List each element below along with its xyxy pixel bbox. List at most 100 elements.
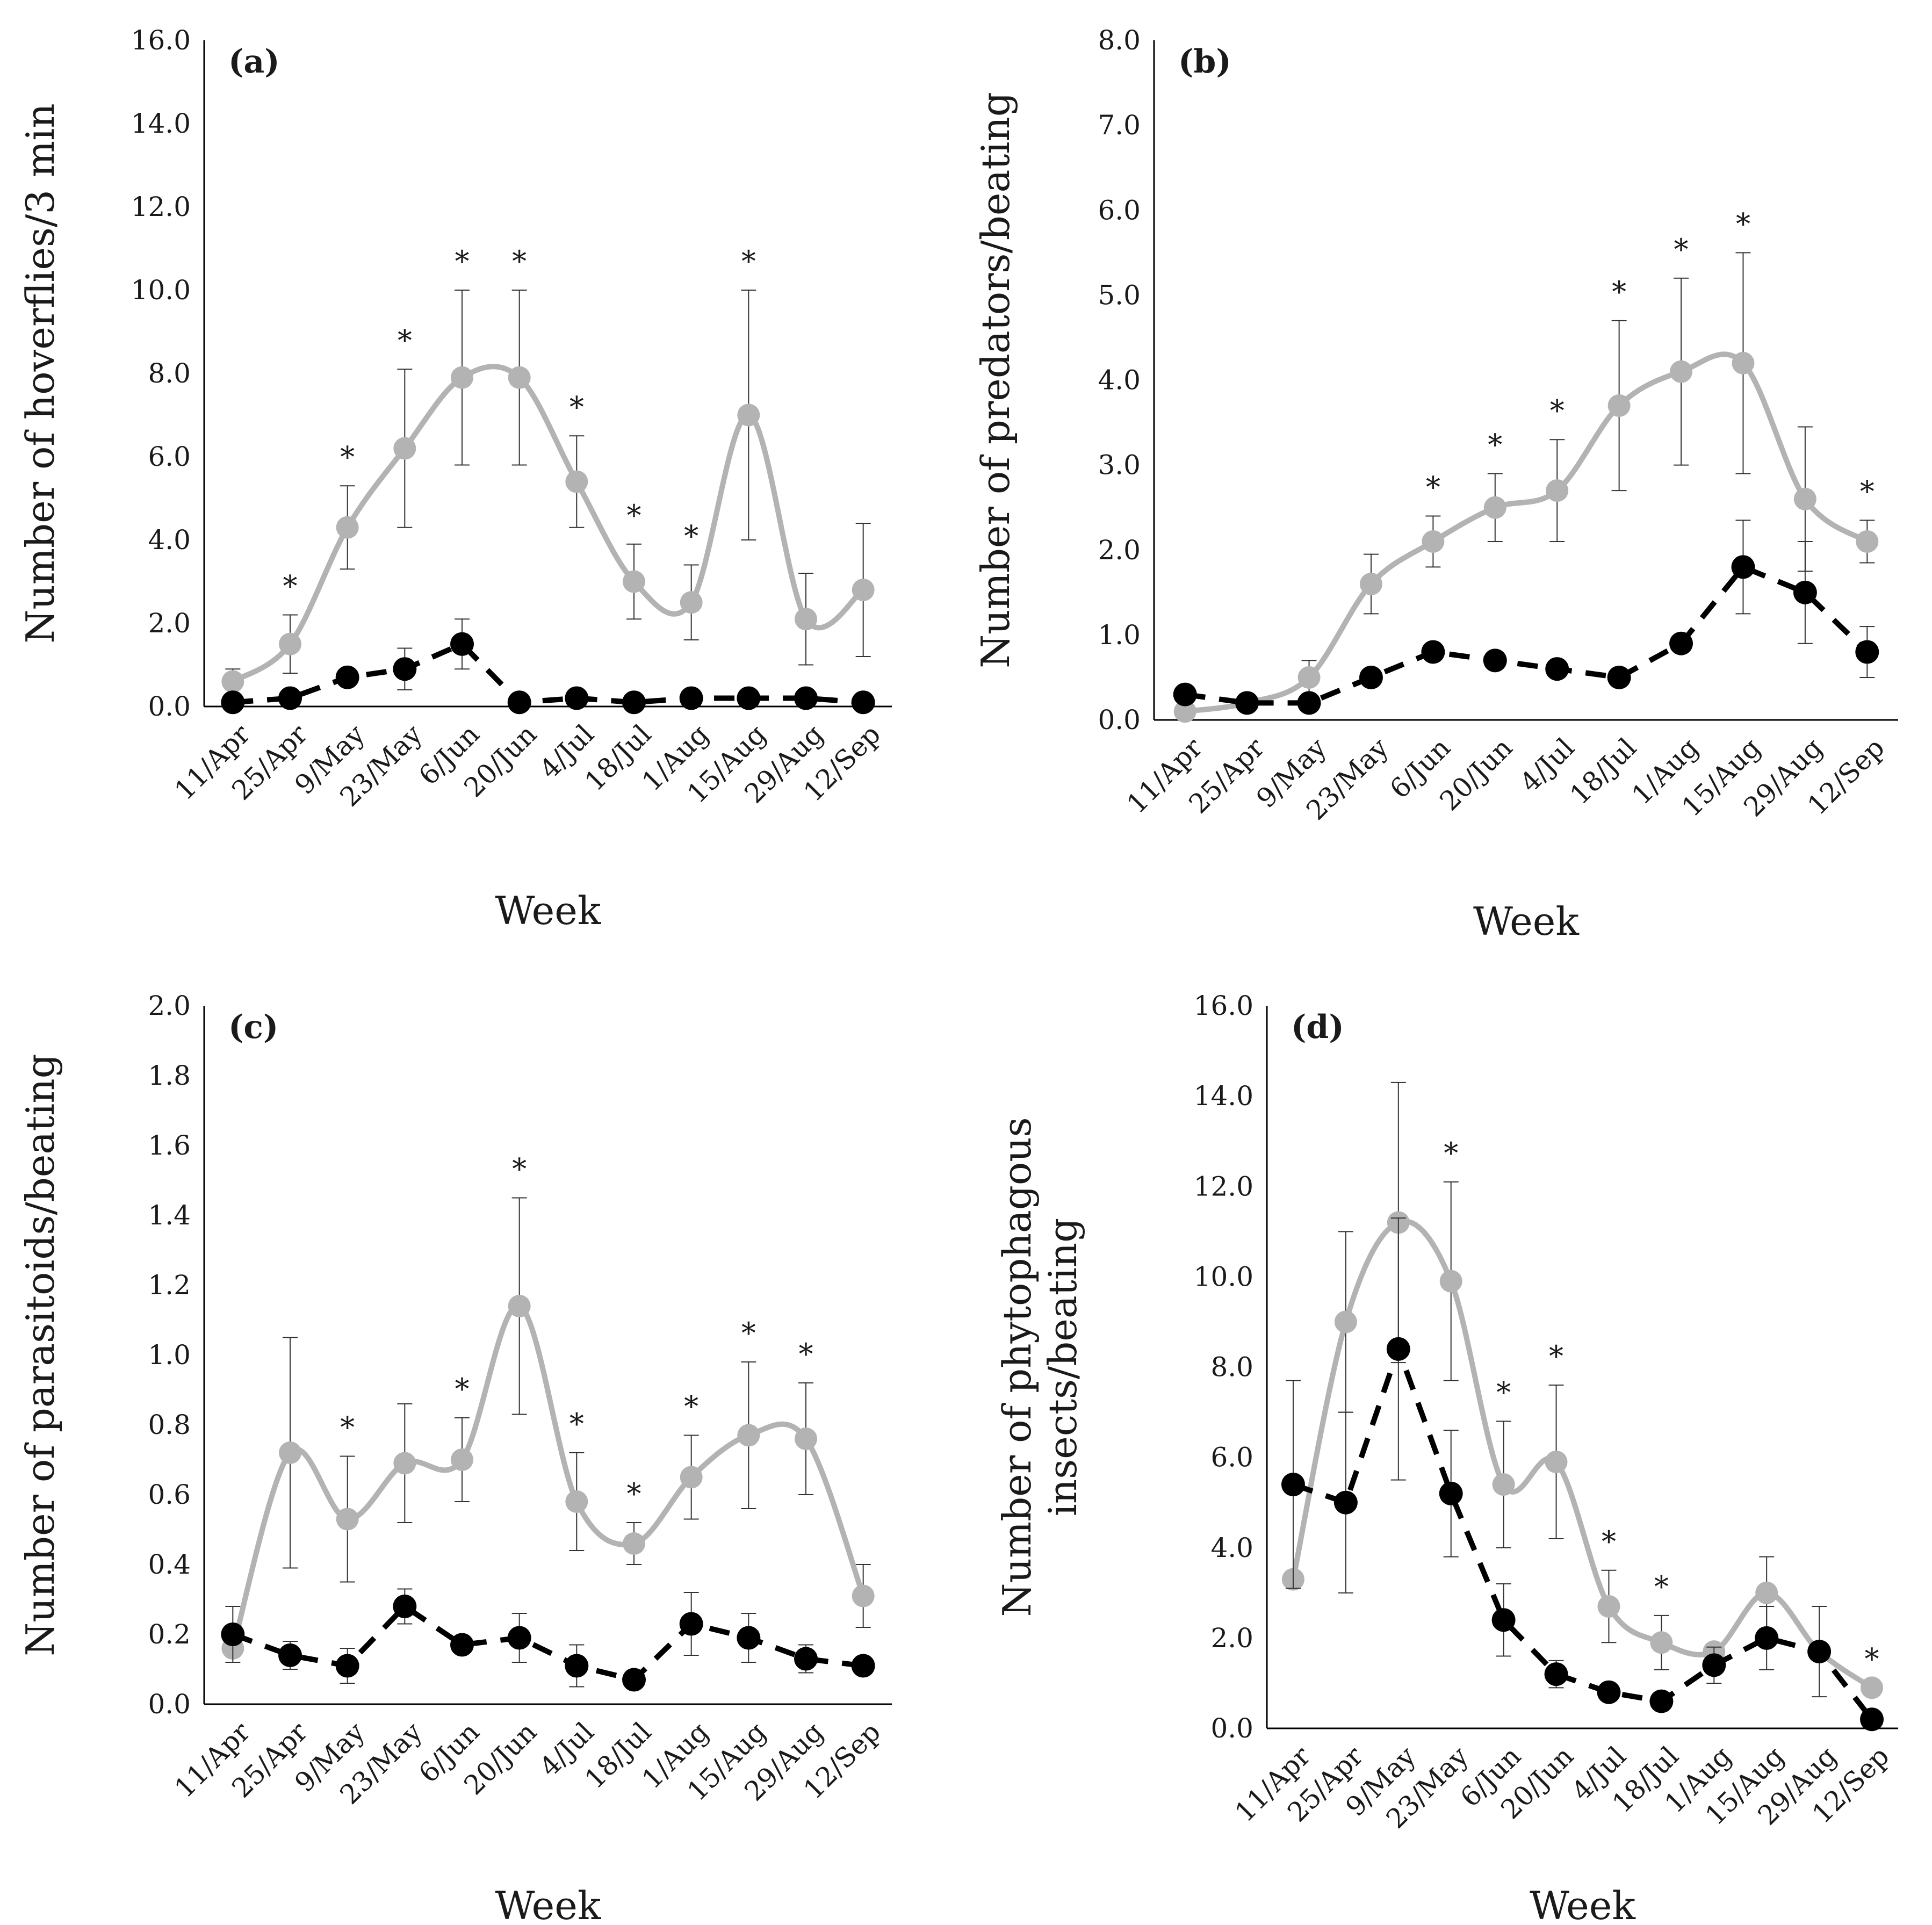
data-point-control (565, 686, 589, 710)
y-tick-label: 12.0 (131, 191, 191, 222)
data-point-treatment (221, 670, 244, 693)
data-point-control (1421, 640, 1445, 664)
significance-marker: * (512, 244, 527, 278)
y-tick-label: 2.0 (148, 990, 191, 1021)
data-point-control (1649, 1689, 1674, 1713)
data-point-treatment (1597, 1595, 1620, 1618)
y-tick-label: 8.0 (1098, 25, 1141, 56)
y-tick-label: 14.0 (131, 108, 191, 139)
data-point-control (278, 1643, 302, 1667)
y-tick-label: 0.0 (1098, 704, 1141, 736)
x-tick-label: 18/Jul (1564, 732, 1642, 810)
y-tick-label: 5.0 (1098, 279, 1141, 311)
significance-marker: * (799, 1337, 813, 1371)
data-point-control (1731, 555, 1755, 579)
data-point-treatment (336, 1508, 359, 1531)
panel-label: (b) (1178, 43, 1231, 81)
data-point-treatment (1439, 1270, 1462, 1293)
data-point-treatment (1856, 530, 1879, 553)
data-point-control (1439, 1481, 1463, 1505)
y-tick-label: 2.0 (1098, 535, 1141, 566)
y-tick-label: 1.4 (148, 1200, 191, 1231)
significance-marker: * (1674, 233, 1689, 266)
y-tick-label: 12.0 (1194, 1171, 1253, 1202)
data-point-treatment (565, 1490, 588, 1513)
data-point-control (1855, 640, 1879, 664)
y-axis-title: Number of hoverflies/3 min (18, 103, 63, 643)
significance-marker: * (340, 1411, 355, 1445)
data-point-treatment (451, 1448, 473, 1471)
data-point-control (679, 686, 703, 710)
significance-marker: * (455, 1372, 470, 1406)
data-point-control (1235, 691, 1259, 715)
y-tick-label: 4.0 (148, 524, 191, 556)
data-point-treatment (1422, 530, 1445, 553)
significance-marker: * (1612, 275, 1626, 309)
data-point-treatment (1793, 487, 1816, 510)
y-axis-title: insects/beating (1040, 1218, 1085, 1516)
series-line-treatment (1291, 1219, 1875, 1691)
y-axis-title: Number of parasitoids/beating (18, 1054, 63, 1656)
chart-a: 0.02.04.06.08.010.012.014.016.011/Apr25/… (18, 25, 892, 933)
y-tick-label: 2.0 (1210, 1623, 1253, 1654)
x-axis-title: Week (495, 888, 602, 933)
data-point-treatment (393, 1452, 416, 1475)
y-tick-label: 0.8 (148, 1409, 191, 1440)
significance-marker: * (627, 499, 641, 532)
data-point-treatment (565, 470, 588, 493)
data-point-treatment (623, 570, 645, 593)
panel-a: 0.0 2.0 4.0 6.0 8.0 10.0 12.0 14.0 16.0 11/Apr 25/… (0, 0, 966, 963)
data-point-control (450, 1633, 474, 1657)
chart-d: 0.02.04.06.08.010.012.014.016.011/Apr25/… (994, 990, 1898, 1925)
significance-marker: * (512, 1152, 527, 1186)
data-point-treatment (1359, 573, 1382, 595)
data-point-treatment (680, 591, 703, 614)
y-tick-label: 10.0 (131, 275, 191, 306)
data-point-treatment (1173, 700, 1196, 723)
significance-marker: * (455, 244, 470, 278)
series-line-treatment (1182, 351, 1870, 715)
y-axis-title: Number of predators/beating (973, 92, 1018, 668)
data-point-treatment (393, 437, 416, 460)
data-point-treatment (1607, 394, 1631, 417)
data-point-control (1597, 1680, 1621, 1704)
data-point-control (622, 690, 646, 715)
y-tick-label: 4.0 (1210, 1532, 1253, 1563)
significance-marker: * (1654, 1570, 1669, 1604)
significance-marker: * (1550, 394, 1565, 428)
chart-c: 0.00.20.40.60.81.01.21.41.61.82.011/Apr2… (18, 990, 892, 1925)
data-point-control (450, 632, 474, 656)
data-point-treatment (1545, 1451, 1568, 1474)
data-point-treatment (1670, 360, 1693, 383)
significance-marker: * (1865, 1642, 1879, 1676)
panel-label: (d) (1291, 1008, 1344, 1046)
data-point-control (851, 1654, 875, 1678)
data-point-control (1281, 1473, 1305, 1497)
data-point-control (393, 1595, 417, 1618)
data-point-treatment (508, 1295, 531, 1317)
data-point-treatment (1732, 351, 1755, 374)
significance-marker: * (1488, 428, 1502, 462)
y-tick-label: 6.0 (148, 441, 191, 472)
data-point-control (1359, 665, 1383, 689)
y-tick-label: 0.0 (148, 691, 191, 722)
significance-marker: * (1426, 471, 1440, 504)
significance-marker: * (283, 569, 298, 603)
x-axis-title: Week (1473, 899, 1580, 944)
panel-d: 0.0 2.0 4.0 6.0 8.0 10.0 12.0 14.0 16.0 11/Apr 25/… (966, 963, 1932, 1925)
y-tick-label: 10.0 (1194, 1261, 1253, 1292)
y-tick-label: 6.0 (1210, 1442, 1253, 1473)
x-axis-title: Week (495, 1883, 602, 1925)
data-point-treatment (508, 366, 531, 389)
data-point-control (221, 690, 245, 715)
significance-marker: * (1549, 1339, 1563, 1373)
data-point-control (794, 1647, 818, 1671)
significance-marker: * (627, 1477, 641, 1511)
significance-marker: * (684, 1390, 698, 1424)
data-point-control (1545, 657, 1569, 681)
data-point-control (622, 1668, 646, 1692)
y-tick-label: 8.0 (148, 358, 191, 389)
panel-c: 0.0 0.2 0.4 0.6 0.8 1.0 1.2 1.4 1.6 1.8 2.0 11/Apr 2… (0, 963, 966, 1925)
data-point-treatment (1546, 479, 1569, 502)
y-tick-label: 0.0 (148, 1689, 191, 1720)
